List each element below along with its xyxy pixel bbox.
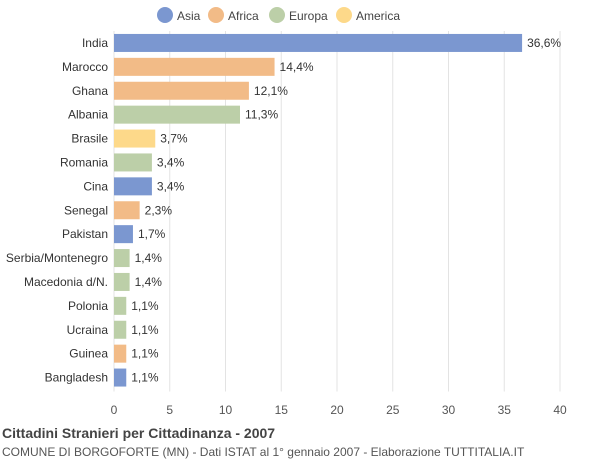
bar: [114, 177, 152, 196]
value-label: 1,4%: [135, 251, 163, 265]
bar: [114, 296, 127, 315]
category-label: Bangladesh: [45, 371, 108, 385]
bar: [114, 129, 156, 148]
value-label: 14,4%: [280, 60, 314, 74]
chart-subtitle: COMUNE DI BORGOFORTE (MN) - Dati ISTAT a…: [2, 445, 525, 459]
legend-label: Europa: [289, 9, 328, 23]
category-label: India: [82, 36, 108, 50]
value-label: 3,4%: [157, 155, 185, 169]
value-label: 36,6%: [527, 36, 561, 50]
category-label: Cina: [83, 179, 108, 193]
category-label: Senegal: [64, 203, 108, 217]
legend-label: Asia: [177, 9, 201, 23]
bar: [114, 81, 249, 100]
bar: [114, 225, 133, 244]
x-tick-label: 40: [553, 403, 567, 417]
bar: [114, 368, 127, 387]
legend-label: Africa: [228, 9, 259, 23]
value-label: 1,1%: [131, 323, 159, 337]
bar: [114, 320, 127, 339]
value-label: 12,1%: [254, 84, 288, 98]
bar: [114, 105, 240, 124]
x-tick-label: 20: [330, 403, 344, 417]
bar: [114, 249, 130, 268]
category-label: Ucraina: [67, 323, 109, 337]
legend-swatch: [208, 7, 224, 23]
category-label: Guinea: [69, 347, 108, 361]
bar: [114, 344, 127, 363]
x-tick-label: 10: [219, 403, 233, 417]
value-label: 2,3%: [145, 203, 173, 217]
category-label: Serbia/Montenegro: [6, 251, 108, 265]
x-tick-label: 0: [111, 403, 118, 417]
bar: [114, 57, 275, 76]
x-tick-label: 15: [275, 403, 289, 417]
category-label: Polonia: [68, 299, 108, 313]
bar: [114, 33, 523, 52]
legend-swatch: [336, 7, 352, 23]
value-label: 1,4%: [135, 275, 163, 289]
value-label: 1,1%: [131, 371, 159, 385]
bar: [114, 272, 130, 291]
bar: [114, 153, 152, 172]
category-label: Romania: [60, 155, 108, 169]
value-label: 11,3%: [245, 108, 278, 122]
category-label: Ghana: [72, 84, 108, 98]
value-label: 1,1%: [131, 347, 159, 361]
x-tick-label: 25: [386, 403, 400, 417]
legend-swatch: [269, 7, 285, 23]
category-label: Marocco: [62, 60, 108, 74]
category-label: Pakistan: [62, 227, 108, 241]
value-label: 3,7%: [160, 132, 188, 146]
value-label: 3,4%: [157, 179, 185, 193]
legend-label: America: [356, 9, 400, 23]
legend-swatch: [157, 7, 173, 23]
x-tick-label: 30: [442, 403, 456, 417]
category-label: Macedonia d/N.: [24, 275, 108, 289]
x-tick-label: 35: [498, 403, 512, 417]
category-label: Albania: [68, 108, 108, 122]
bar: [114, 201, 140, 220]
category-label: Brasile: [71, 132, 108, 146]
value-label: 1,1%: [131, 299, 159, 313]
x-tick-label: 5: [166, 403, 173, 417]
chart-title: Cittadini Stranieri per Cittadinanza - 2…: [2, 425, 276, 441]
bar-chart: 0 5 10 15 20 25 30 35 40 India 36,6% Marocco 14,4% Gh…: [6, 7, 567, 417]
value-label: 1,7%: [138, 227, 166, 241]
